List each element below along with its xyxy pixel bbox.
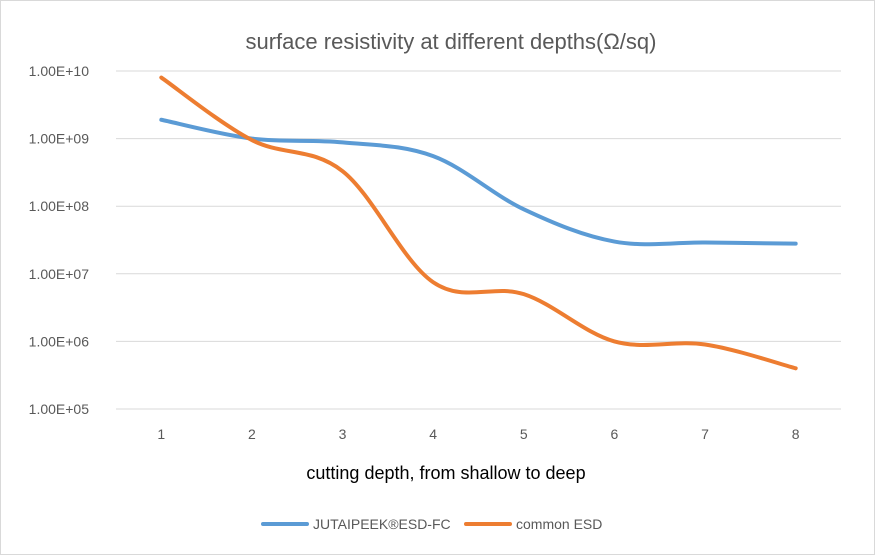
y-tick-label: 1.00E+07 (29, 266, 90, 282)
gridlines (116, 70, 841, 410)
legend: JUTAIPEEK®ESD-FC common ESD (261, 516, 602, 532)
x-tick-label: 4 (429, 426, 437, 442)
y-tick-label: 1.00E+05 (29, 401, 90, 417)
series-line-jutaipeek-esd-fc (159, 117, 798, 247)
x-tick-label: 7 (701, 426, 709, 442)
x-axis-label: cutting depth, from shallow to deep (306, 463, 585, 483)
x-tick-label: 5 (520, 426, 528, 442)
series-lines (159, 75, 798, 371)
x-axis-ticks: 1 2 3 4 5 6 7 8 (157, 426, 799, 442)
x-tick-label: 6 (611, 426, 619, 442)
series-line-common-esd (159, 75, 798, 371)
legend-label: JUTAIPEEK®ESD-FC (313, 516, 451, 532)
x-tick-label: 8 (792, 426, 800, 442)
y-tick-label: 1.00E+10 (29, 63, 90, 79)
x-tick-label: 1 (157, 426, 165, 442)
legend-label: common ESD (516, 516, 602, 532)
y-tick-label: 1.00E+06 (29, 333, 90, 349)
x-tick-label: 2 (248, 426, 256, 442)
y-axis-ticks: 1.00E+05 1.00E+06 1.00E+07 1.00E+08 1.00E+09… (29, 63, 90, 417)
chart-title: surface resistivity at different depths(… (246, 29, 657, 54)
y-tick-label: 1.00E+09 (29, 131, 90, 147)
x-tick-label: 3 (339, 426, 347, 442)
y-tick-label: 1.00E+08 (29, 198, 90, 214)
